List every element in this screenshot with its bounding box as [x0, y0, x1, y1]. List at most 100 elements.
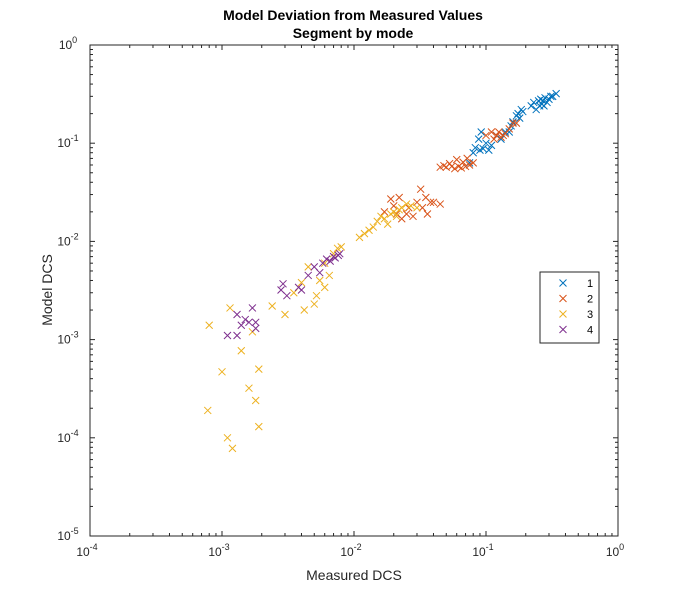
data-point — [233, 310, 241, 319]
data-point — [312, 291, 321, 300]
data-point — [514, 109, 522, 118]
legend-marker — [559, 294, 567, 303]
data-point — [325, 271, 334, 280]
data-point — [315, 276, 324, 285]
data-point — [383, 220, 392, 228]
data-point — [360, 229, 369, 238]
x-tick-label: 10-2 — [340, 542, 361, 559]
data-point — [218, 367, 226, 376]
data-point — [436, 200, 445, 208]
data-point — [469, 159, 478, 167]
data-point — [505, 124, 514, 133]
chart-subtitle: Segment by mode — [293, 25, 414, 41]
data-point — [552, 89, 561, 98]
data-point — [304, 271, 313, 280]
series-2 — [380, 119, 521, 223]
data-point — [440, 161, 448, 170]
data-point — [429, 198, 438, 207]
data-point — [402, 210, 411, 218]
data-point — [527, 102, 536, 110]
legend-marker — [559, 325, 567, 334]
y-axis-label: Model DCS — [39, 254, 55, 326]
data-point — [465, 161, 474, 169]
data-point — [501, 129, 510, 138]
series-1 — [465, 89, 561, 167]
data-point — [304, 263, 313, 271]
data-point — [355, 233, 364, 242]
y-tick-label: 100 — [59, 35, 77, 52]
data-point — [279, 279, 287, 288]
y-tick-label: 10-1 — [57, 133, 78, 150]
x-tick-label: 10-4 — [76, 542, 97, 559]
data-point — [416, 185, 425, 194]
x-tick-label: 100 — [606, 542, 624, 559]
data-point — [335, 249, 344, 258]
data-point — [469, 148, 478, 157]
data-point — [389, 202, 398, 210]
data-point — [251, 396, 260, 405]
data-point — [237, 321, 246, 330]
chart-title: Model Deviation from Measured Values — [223, 7, 483, 23]
data-point — [228, 444, 237, 453]
data-point — [386, 195, 395, 203]
series-4 — [223, 249, 344, 340]
y-tick-label: 10-2 — [57, 231, 78, 248]
data-point — [474, 135, 483, 143]
data-point — [457, 164, 466, 172]
legend: 1 2 3 4 — [539, 271, 600, 344]
data-point — [463, 154, 472, 163]
data-point — [377, 212, 385, 221]
data-point — [245, 384, 253, 393]
data-point — [395, 193, 404, 202]
legend-label: 2 — [587, 294, 593, 306]
data-point — [237, 346, 246, 355]
data-point — [245, 318, 253, 327]
data-point — [251, 324, 260, 333]
tick-labels: 10-4 10-3 10-2 10-1 10010-510-410-310-210-11… — [57, 35, 624, 559]
data-point — [365, 226, 373, 235]
x-tick-label: 10-3 — [208, 542, 229, 559]
data-point — [380, 207, 389, 216]
data-point — [512, 119, 521, 128]
legend-marker — [559, 279, 567, 287]
data-point — [233, 331, 241, 340]
data-point — [492, 131, 501, 140]
data-point — [326, 257, 335, 265]
data-point — [315, 268, 324, 277]
data-point — [205, 321, 214, 330]
data-point — [548, 92, 557, 101]
data-point — [254, 365, 263, 374]
data-point — [223, 331, 232, 340]
data-point — [423, 210, 432, 218]
data-point — [283, 291, 291, 300]
axis-ticks — [89, 44, 619, 537]
data-point — [369, 223, 378, 231]
data-point — [482, 139, 490, 148]
data-point — [541, 93, 549, 102]
data-point — [529, 98, 538, 107]
data-point — [409, 212, 417, 221]
y-tick-label: 10-4 — [57, 428, 78, 445]
data-point — [484, 146, 493, 154]
data-point — [322, 255, 331, 263]
data-point — [461, 162, 470, 171]
y-tick-label: 10-3 — [57, 330, 78, 347]
data-points — [203, 89, 561, 453]
legend-label: 3 — [587, 309, 593, 321]
data-point — [297, 278, 306, 287]
data-point — [251, 318, 260, 327]
data-point — [241, 315, 250, 324]
data-point — [310, 300, 319, 308]
data-point — [418, 203, 427, 212]
data-point — [487, 141, 496, 150]
data-point — [518, 107, 527, 116]
data-point — [203, 406, 212, 415]
data-point — [380, 214, 389, 223]
data-point — [300, 306, 309, 314]
data-point — [397, 203, 406, 212]
data-point — [487, 128, 496, 136]
data-point — [509, 119, 517, 128]
data-point — [407, 202, 415, 210]
data-point — [268, 302, 277, 310]
